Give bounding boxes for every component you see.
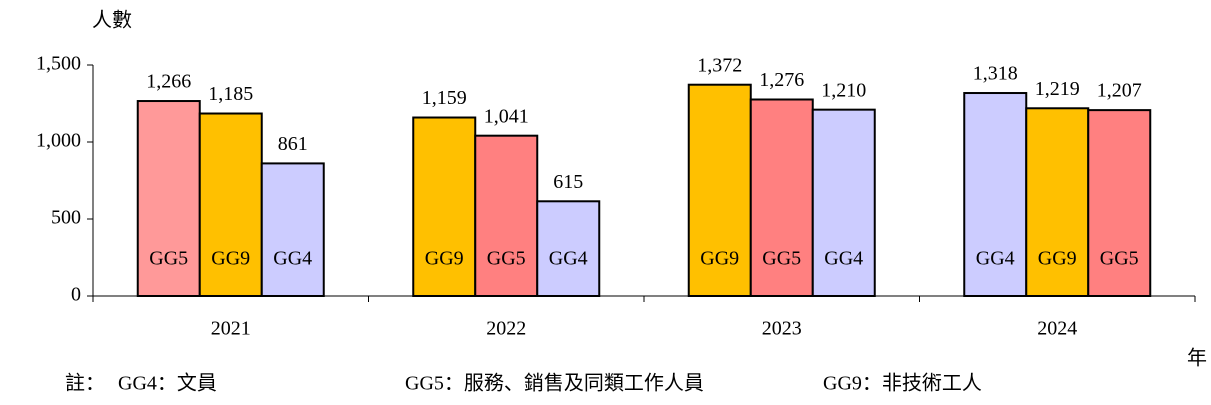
bar-label: GG4 [273,248,312,270]
bar-label: GG4 [549,248,588,270]
x-tick-label: 2023 [762,318,802,340]
value-label: 861 [278,133,308,155]
y-axis-label: 人數 [92,9,132,32]
bar [687,83,752,297]
bar [474,134,539,297]
x-tick-label: 2021 [211,318,251,340]
bar-label: GG5 [1100,248,1139,270]
value-label: 1,041 [484,105,529,127]
value-label: 1,207 [1097,80,1142,102]
value-label: 1,276 [759,69,804,91]
value-label: 1,318 [973,63,1018,85]
value-label: 1,185 [208,83,253,105]
value-label: 1,159 [422,87,467,109]
bar-label: GG9 [1038,248,1077,270]
note-item: GG4：文員 [118,372,217,395]
value-label: 1,210 [821,79,866,101]
x-tick-label: 2022 [486,318,526,340]
bar-label: GG9 [700,248,739,270]
bar [749,98,814,297]
bar-label: GG5 [762,248,801,270]
note-item: GG5：服務、銷售及同類工作人員 [405,372,704,395]
bar [136,100,201,298]
value-label: 1,372 [697,54,742,76]
bar [1025,107,1090,297]
bar-label: GG5 [487,248,526,270]
bar-label: GG5 [149,248,188,270]
value-label: 1,219 [1035,78,1080,100]
bar [260,162,325,297]
y-tick-label: 1,000 [36,130,81,152]
bar-label: GG9 [211,248,250,270]
y-tick-label: 1,500 [36,53,81,75]
bar [198,112,263,298]
bar-label: GG4 [824,248,863,270]
value-label: 1,266 [146,71,191,93]
note-prefix: 註： [65,372,105,395]
bar [811,108,876,297]
bar-label: GG9 [425,248,464,270]
x-axis-label: 年 [1187,347,1207,370]
y-tick-label: 0 [71,284,81,306]
x-tick-label: 2024 [1037,318,1077,340]
note-item: GG9：非技術工人 [823,372,982,395]
value-label: 615 [553,171,583,193]
bar-label: GG4 [976,248,1015,270]
bar [536,200,601,297]
bar [1087,109,1152,298]
y-tick-label: 500 [51,207,81,229]
